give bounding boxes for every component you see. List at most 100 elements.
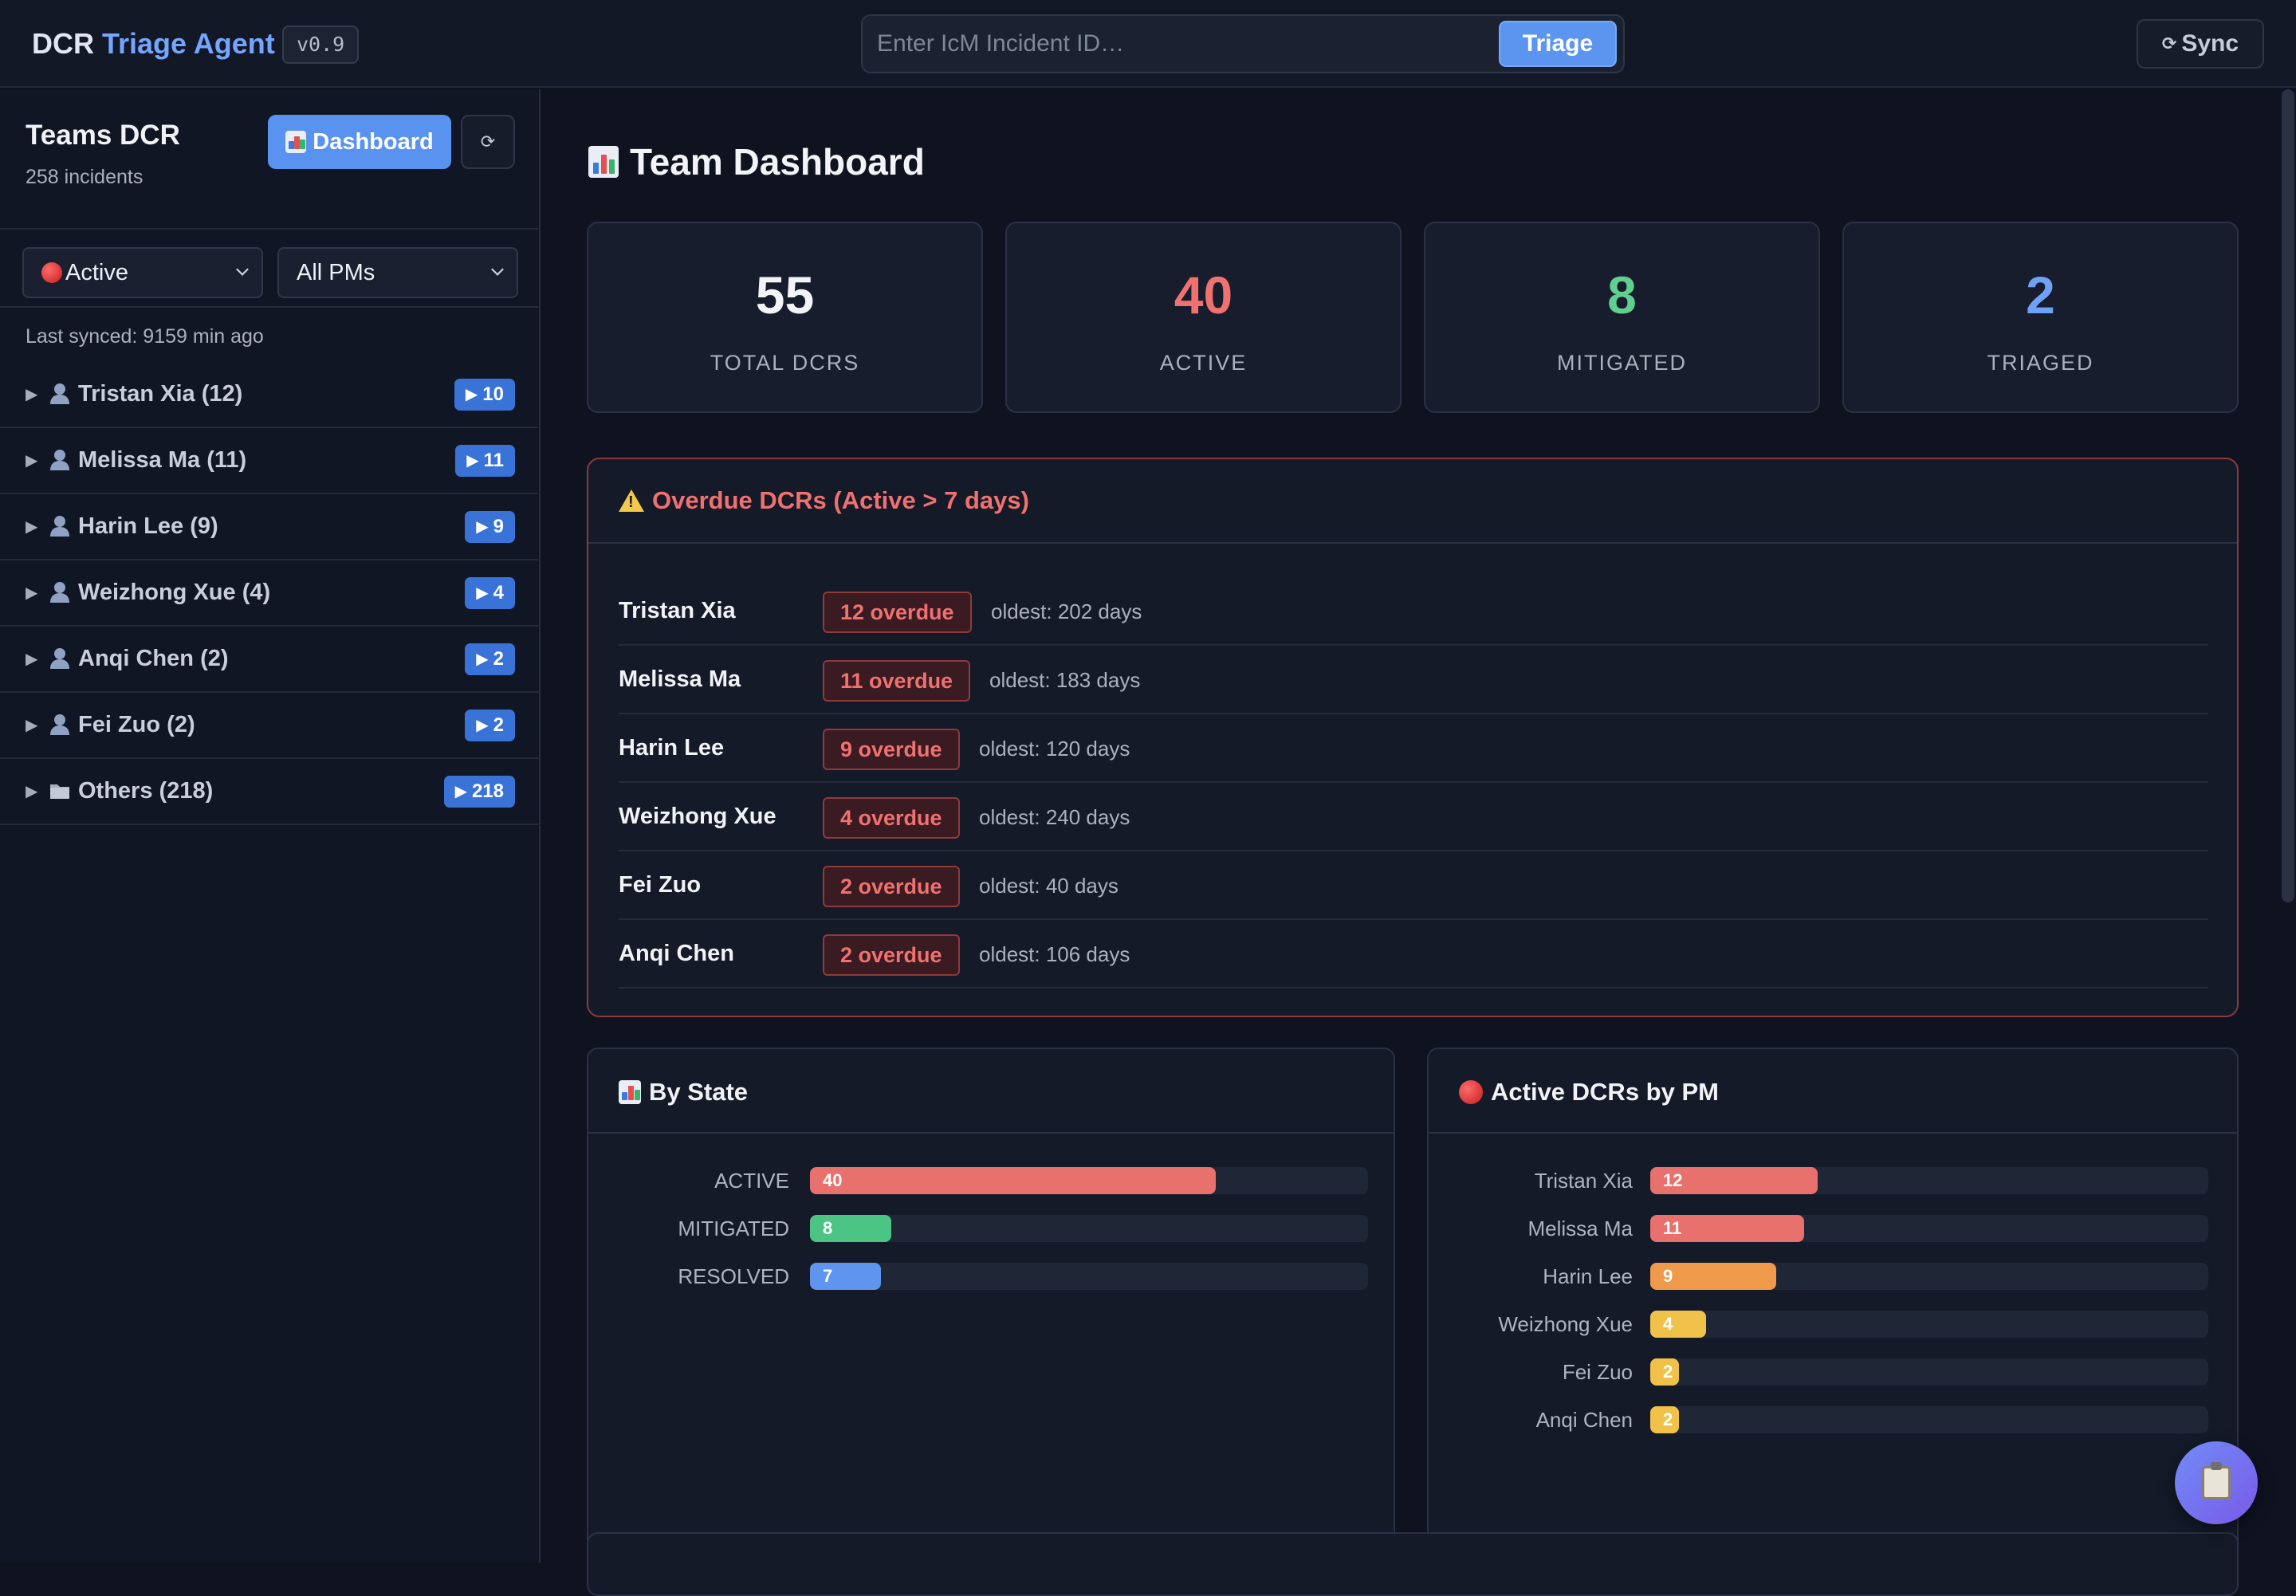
stat-value: 8 [1607,265,1637,324]
bar-value: 8 [823,1218,833,1238]
sidebar-group-label: Others [78,778,153,804]
oldest-age: oldest: 183 days [989,668,1141,692]
oldest-age: oldest: 40 days [979,874,1119,898]
active-by-pm-title-text: Active DCRs by PM [1491,1078,1719,1106]
sidebar-group-label: Weizhong Xue [78,580,236,605]
page-title: Team Dashboard [588,140,925,183]
sidebar-group-row[interactable]: ▶ Tristan Xia (12) ▶ 10 [0,362,541,428]
sidebar-title: Teams DCR [26,120,180,151]
sync-button[interactable]: ⟳ Sync [2137,19,2264,69]
page-title-text: Team Dashboard [630,141,925,183]
bar-label: Weizhong Xue [1498,1312,1633,1336]
bar-value: 11 [1663,1218,1682,1238]
scrollbar[interactable] [2282,89,2294,902]
sidebar-group-title: Tristan Xia (12) [78,381,242,407]
sidebar-group-row[interactable]: ▶ Melissa Ma (11) ▶ 11 [0,428,541,494]
clipboard-button[interactable] [2175,1441,2258,1524]
sidebar-group-row[interactable]: ▶ Harin Lee (9) ▶ 9 [0,494,541,560]
bar-fill: 8 [810,1215,891,1242]
refresh-icon: ⟳ [480,132,496,151]
refresh-icon: ⟳ [2161,33,2177,53]
expand-arrow-icon[interactable]: ▶ [26,452,38,470]
chart-icon [588,146,619,178]
bar-fill: 40 [810,1167,1217,1194]
sidebar-header: Teams DCR 258 incidents Dashboard ⟳ [0,89,541,230]
chevron-down-icon [491,263,504,276]
triage-button[interactable]: Triage [1499,21,1617,67]
overdue-row[interactable]: Harin Lee 9 overdue oldest: 120 days [619,714,2208,783]
play-icon: ▶ [466,452,479,470]
sidebar-group-label: Anqi Chen [78,646,194,671]
play-icon: ▶ [476,651,489,668]
overdue-pm-name: Fei Zuo [619,872,702,898]
red-circle-icon [41,262,62,283]
bar-track: 2 [1650,1406,2208,1433]
oldest-age: oldest: 202 days [991,599,1142,623]
bar-track: 40 [810,1167,1368,1194]
overdue-pm-name: Weizhong Xue [619,804,776,829]
bar-fill: 2 [1650,1358,1679,1386]
sidebar-group-row[interactable]: ▶ Anqi Chen (2) ▶ 2 [0,627,541,693]
refresh-button[interactable]: ⟳ [461,115,515,169]
sidebar-group-title: Others (218) [78,778,213,804]
sidebar-group-row[interactable]: ▶ Weizhong Xue (4) ▶ 4 [0,560,541,627]
oldest-age: oldest: 240 days [979,805,1130,829]
overdue-row[interactable]: Melissa Ma 11 overdue oldest: 183 days [619,646,2208,714]
chevron-down-icon [236,263,249,276]
bar-label: MITIGATED [678,1217,789,1240]
overdue-count-badge: 11 overdue [823,660,971,702]
red-circle-icon [1459,1080,1483,1104]
expand-arrow-icon[interactable]: ▶ [26,717,38,734]
main-content: Team Dashboard 55 TOTAL DCRS 40 ACTIVE 8 MITI… [542,89,2296,1596]
stat-label: MITIGATED [1557,351,1687,375]
overdue-row[interactable]: Anqi Chen 2 overdue oldest: 106 days [619,920,2208,989]
by-state-header: By State [588,1049,1394,1134]
dashboard-button[interactable]: Dashboard [268,115,451,169]
bar-fill: 2 [1650,1406,1679,1433]
overdue-row[interactable]: Tristan Xia 12 overdue oldest: 202 days [619,577,2208,646]
overdue-title: Overdue DCRs (Active > 7 days) [619,486,1029,515]
sidebar: Teams DCR 258 incidents Dashboard ⟳ Acti… [0,89,541,1563]
badge-value: 10 [482,383,504,405]
bar-label: ACTIVE [714,1169,789,1193]
expand-arrow-icon[interactable]: ▶ [26,584,38,602]
incident-id-input[interactable] [877,24,1563,64]
bar-track: 4 [1650,1311,2208,1338]
stat-value: 55 [755,265,815,324]
bar-fill: 4 [1650,1311,1706,1338]
oldest-age: oldest: 120 days [979,737,1130,761]
overdue-pm-name: Melissa Ma [619,666,741,692]
by-state-title: By State [619,1078,748,1107]
sidebar-group-row[interactable]: ▶ Others (218) ▶ 218 [0,759,541,825]
overdue-pm-name: Anqi Chen [619,941,734,966]
expand-arrow-icon[interactable]: ▶ [26,783,38,800]
bar-value: 9 [1663,1266,1673,1286]
sidebar-group-row[interactable]: ▶ Fei Zuo (2) ▶ 2 [0,693,541,759]
overdue-title-text: Overdue DCRs (Active > 7 days) [652,486,1029,514]
last-synced: Last synced: 9159 min ago [26,325,264,348]
play-icon: ▶ [476,518,489,536]
person-icon [49,646,70,670]
play-icon: ▶ [476,717,489,734]
overdue-count-badge: 12 overdue [823,592,972,633]
sidebar-group-count: (218) [159,778,214,804]
bar-track: 7 [810,1263,1368,1290]
expand-arrow-icon[interactable]: ▶ [26,518,38,536]
incident-search: Triage [861,14,1625,73]
play-icon: ▶ [454,783,467,800]
by-state-title-text: By State [649,1078,749,1106]
overdue-count-badge: 9 overdue [823,729,960,770]
pm-filter-select[interactable]: All PMs [277,247,518,298]
sidebar-group-title: Melissa Ma (11) [78,447,246,474]
stat-card: 2 TRIAGED [1842,222,2239,413]
expand-arrow-icon[interactable]: ▶ [26,386,38,403]
play-icon: ▶ [476,584,489,602]
bar-label: Harin Lee [1543,1264,1633,1288]
bar-label: Anqi Chen [1535,1408,1633,1432]
state-filter-select[interactable]: Active [22,247,263,298]
overdue-count-badge: 2 overdue [823,866,960,907]
overdue-row[interactable]: Weizhong Xue 4 overdue oldest: 240 days [619,783,2208,851]
expand-arrow-icon[interactable]: ▶ [26,651,38,668]
bar-track: 9 [1650,1263,2208,1290]
overdue-row[interactable]: Fei Zuo 2 overdue oldest: 40 days [619,851,2208,920]
